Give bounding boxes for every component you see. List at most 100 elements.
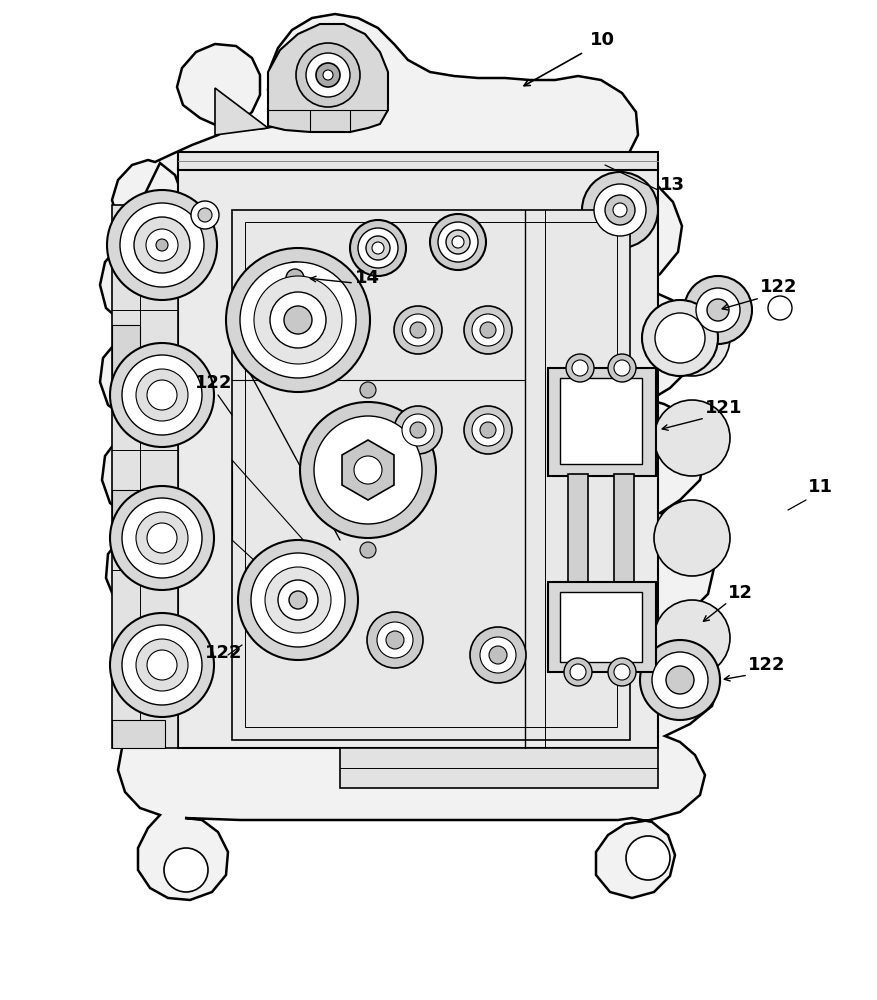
Circle shape — [654, 400, 730, 476]
Circle shape — [251, 553, 345, 647]
Circle shape — [350, 220, 406, 276]
Circle shape — [164, 848, 208, 892]
Text: 11: 11 — [808, 478, 833, 496]
Circle shape — [666, 666, 694, 694]
Bar — [548, 582, 656, 672]
Circle shape — [452, 236, 464, 248]
Circle shape — [147, 650, 177, 680]
Circle shape — [122, 498, 202, 578]
Circle shape — [614, 360, 630, 376]
Circle shape — [707, 299, 729, 321]
Bar — [245, 222, 617, 727]
Circle shape — [323, 70, 333, 80]
Circle shape — [367, 612, 423, 668]
Circle shape — [278, 580, 318, 620]
Circle shape — [238, 540, 358, 660]
Circle shape — [564, 658, 592, 686]
Text: 14: 14 — [355, 269, 380, 287]
Circle shape — [110, 343, 214, 447]
Circle shape — [430, 214, 486, 270]
Circle shape — [655, 313, 705, 363]
Circle shape — [386, 631, 404, 649]
Bar — [560, 592, 642, 662]
Circle shape — [438, 222, 478, 262]
Circle shape — [472, 314, 504, 346]
Circle shape — [122, 355, 202, 435]
Circle shape — [410, 322, 426, 338]
Circle shape — [316, 63, 340, 87]
Bar — [548, 368, 656, 476]
Circle shape — [489, 646, 507, 664]
Circle shape — [354, 456, 382, 484]
Circle shape — [642, 300, 718, 376]
Circle shape — [582, 172, 658, 248]
Circle shape — [394, 306, 442, 354]
Polygon shape — [342, 440, 394, 500]
Text: 122: 122 — [748, 656, 786, 674]
Circle shape — [360, 382, 376, 398]
Bar — [568, 474, 588, 584]
Circle shape — [300, 402, 436, 538]
Circle shape — [358, 228, 398, 268]
Circle shape — [296, 43, 360, 107]
Circle shape — [594, 184, 646, 236]
Circle shape — [198, 208, 212, 222]
Text: 122: 122 — [205, 644, 243, 662]
Circle shape — [614, 664, 630, 680]
Circle shape — [684, 276, 752, 344]
Polygon shape — [178, 168, 658, 748]
Circle shape — [107, 190, 217, 300]
Circle shape — [147, 380, 177, 410]
Circle shape — [271, 254, 319, 302]
Circle shape — [410, 422, 426, 438]
Circle shape — [134, 217, 190, 273]
Bar — [112, 490, 140, 545]
Circle shape — [654, 300, 730, 376]
Polygon shape — [215, 88, 268, 135]
Circle shape — [470, 627, 526, 683]
Text: 12: 12 — [728, 584, 753, 602]
Circle shape — [314, 416, 422, 524]
Circle shape — [570, 664, 586, 680]
Polygon shape — [178, 152, 658, 170]
Circle shape — [640, 640, 720, 720]
Circle shape — [120, 203, 204, 287]
Circle shape — [156, 239, 168, 251]
Polygon shape — [100, 14, 720, 900]
Circle shape — [191, 201, 219, 229]
Text: 10: 10 — [590, 31, 615, 49]
Circle shape — [696, 288, 740, 332]
Circle shape — [146, 229, 178, 261]
Circle shape — [284, 306, 312, 334]
Bar — [232, 210, 630, 740]
Circle shape — [110, 486, 214, 590]
Circle shape — [136, 369, 188, 421]
Circle shape — [394, 406, 442, 454]
Circle shape — [626, 836, 670, 880]
Circle shape — [240, 262, 356, 378]
Circle shape — [110, 613, 214, 717]
Polygon shape — [112, 205, 178, 748]
Circle shape — [613, 203, 627, 217]
Circle shape — [572, 360, 588, 376]
Circle shape — [402, 314, 434, 346]
Circle shape — [768, 296, 792, 320]
Circle shape — [270, 292, 326, 348]
Circle shape — [480, 322, 496, 338]
Circle shape — [360, 542, 376, 558]
Circle shape — [122, 625, 202, 705]
Circle shape — [402, 414, 434, 446]
Circle shape — [265, 567, 331, 633]
Text: 122: 122 — [760, 278, 797, 296]
Bar — [614, 474, 634, 584]
Text: 122: 122 — [195, 374, 232, 392]
Circle shape — [372, 242, 384, 254]
Circle shape — [480, 422, 496, 438]
Polygon shape — [340, 748, 658, 788]
Bar — [560, 378, 642, 464]
Text: 13: 13 — [660, 176, 685, 194]
Circle shape — [366, 236, 390, 260]
Circle shape — [289, 591, 307, 609]
Circle shape — [279, 262, 311, 294]
Circle shape — [566, 354, 594, 382]
